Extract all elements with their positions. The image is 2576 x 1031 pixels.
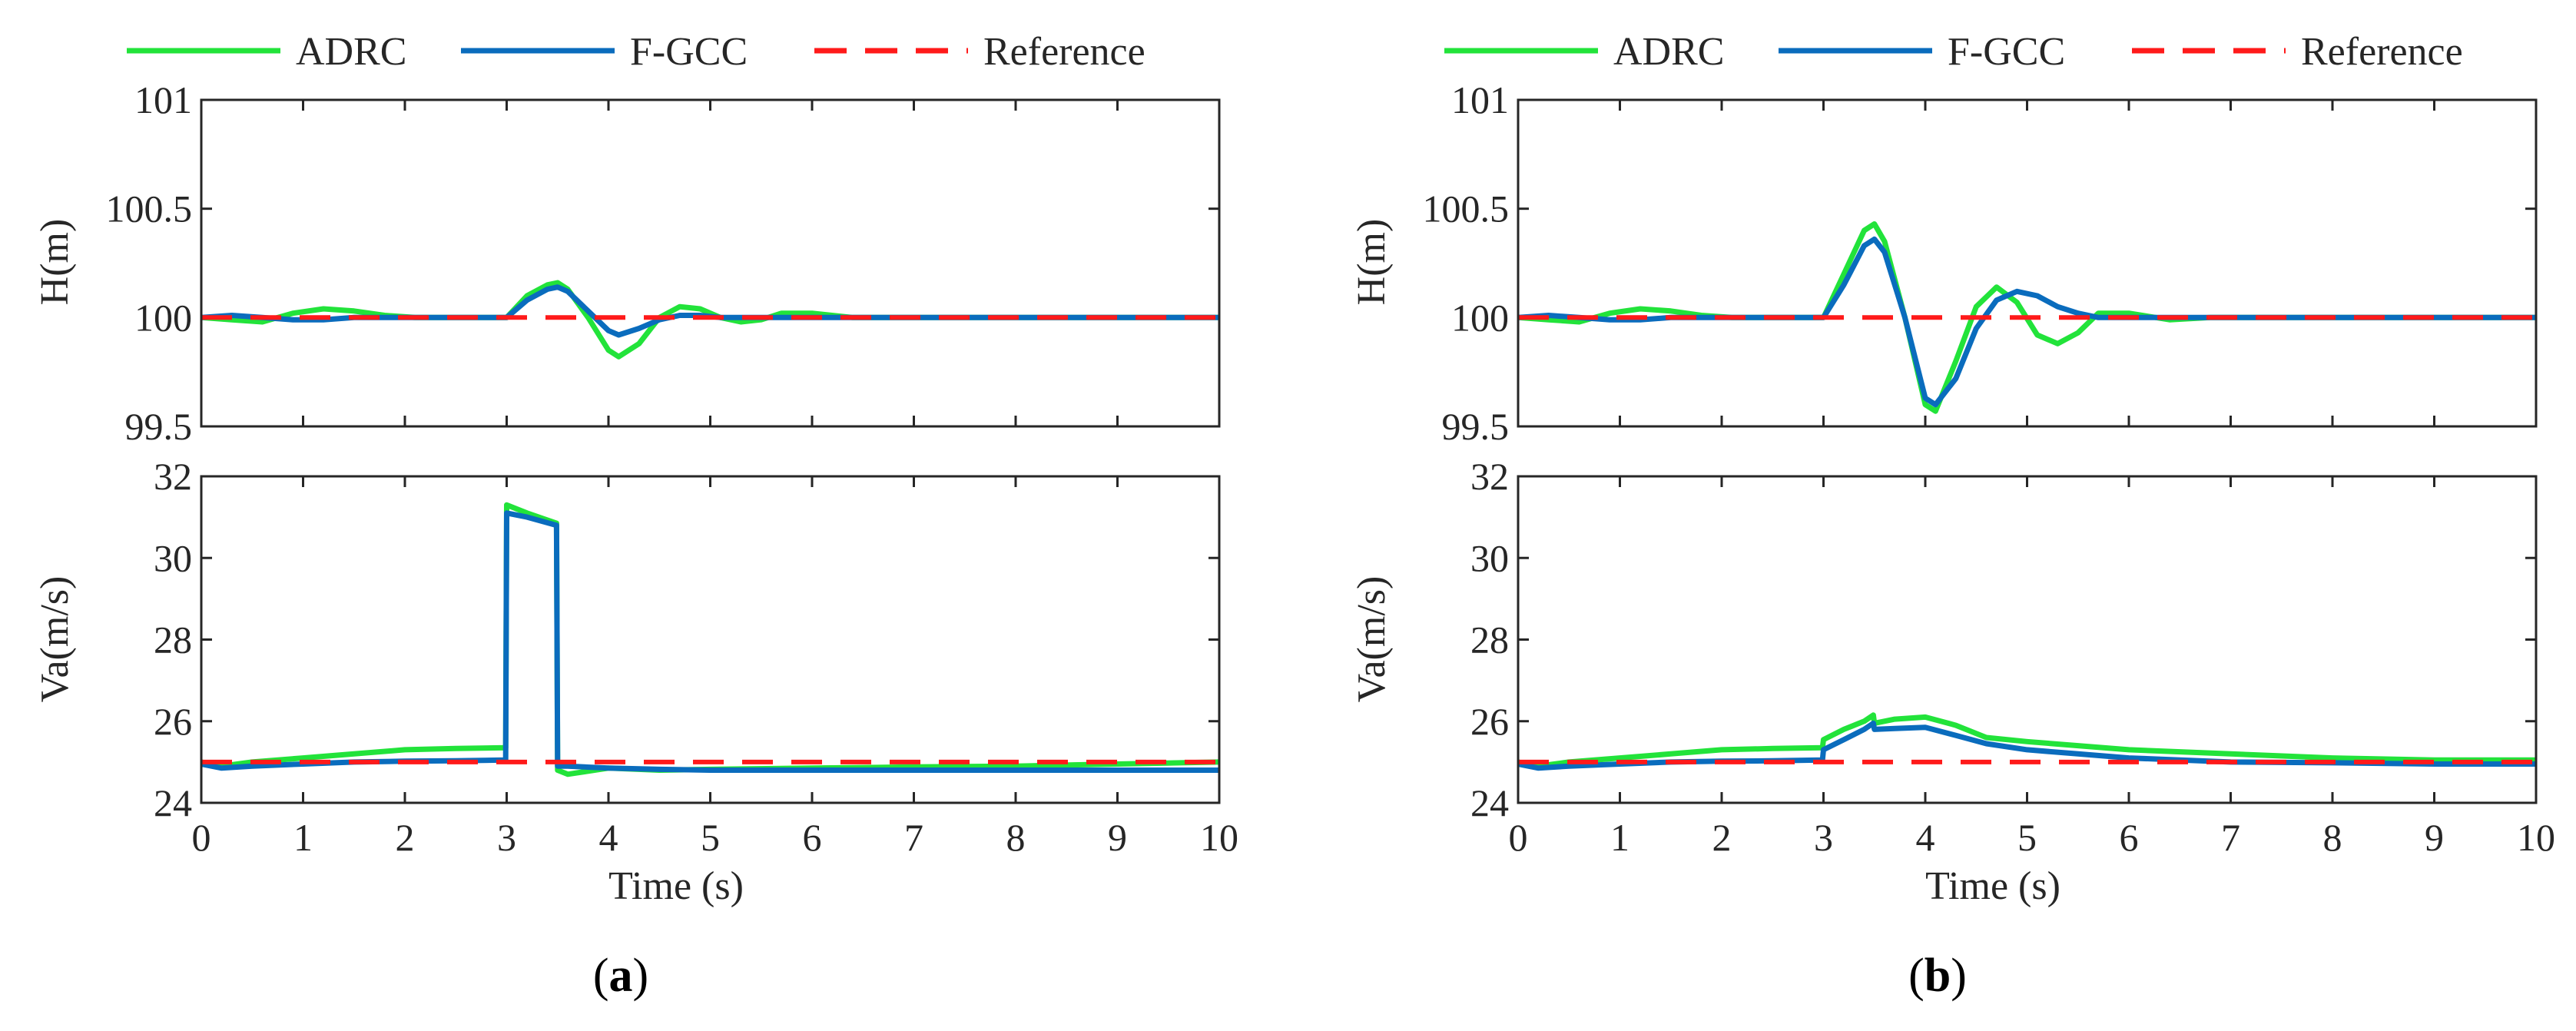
x-tick-label-b-7: 7 — [2221, 816, 2240, 859]
axes-frame-b-altitude — [1517, 98, 2538, 428]
panel-label-a: (a) — [593, 950, 648, 1002]
x-tick-label-a-10: 10 — [1200, 816, 1238, 859]
axes-a-airspeed: 24 26 28 30 32 0 1 2 3 4 5 6 7 8 9 10 — [154, 455, 1238, 859]
y-tick-label-b-altitude-1: 100 — [1451, 296, 1509, 339]
panel-label-b: (b) — [1908, 950, 1967, 1002]
x-tick-label-b-2: 2 — [1712, 816, 1732, 859]
axes-b-altitude: 99.5 100 100.5 101 — [1423, 78, 2538, 448]
x-tick-label-b-6: 6 — [2120, 816, 2139, 859]
x-tick-label-a-3: 3 — [497, 816, 516, 859]
x-tick-label-a-1: 1 — [293, 816, 313, 859]
y-label-b-airspeed: Va(m/s) — [1350, 576, 1394, 703]
y-tick-label-a-altitude-1: 100 — [134, 296, 192, 339]
x-tick-label-b-3: 3 — [1814, 816, 1833, 859]
y-tick-label-a-airspeed-1: 26 — [154, 700, 192, 743]
y-tick-label-b-altitude-2: 100.5 — [1423, 187, 1510, 230]
legend-a-adrc-label: ADRC — [296, 30, 406, 74]
plot-area-a-airspeed — [201, 502, 1219, 777]
axes-b-airspeed: 24 26 28 30 32 0 1 2 3 4 5 6 7 8 9 10 — [1470, 455, 2555, 859]
y-tick-label-b-airspeed-3: 30 — [1470, 536, 1509, 579]
y-tick-label-a-altitude-0: 99.5 — [125, 405, 193, 448]
x-tick-label-b-10: 10 — [2517, 816, 2555, 859]
x-tick-label-b-9: 9 — [2425, 816, 2444, 859]
y-tick-label-a-altitude-2: 100.5 — [106, 187, 193, 230]
legend-a-fgcc-label: F-GCC — [630, 30, 748, 74]
y-tick-label-b-altitude-3: 101 — [1451, 78, 1509, 121]
legend-b-adrc-label: ADRC — [1613, 30, 1724, 74]
y-label-b-altitude: H(m) — [1350, 219, 1394, 306]
y-tick-label-b-airspeed-4: 32 — [1470, 455, 1509, 498]
x-tick-label-a-0: 0 — [192, 816, 211, 859]
y-label-a-airspeed: Va(m/s) — [33, 576, 77, 703]
axes-frame-a-airspeed — [200, 475, 1221, 804]
legend-b: ADRC F-GCC Reference — [1444, 30, 2463, 74]
legend-b-fgcc-label: F-GCC — [1948, 30, 2065, 74]
x-tick-label-a-7: 7 — [904, 816, 923, 859]
y-tick-label-a-altitude-3: 101 — [134, 78, 192, 121]
series-adrc-b-airspeed — [1518, 712, 2536, 769]
plot-area-a-altitude — [201, 280, 1219, 360]
x-tick-label-a-5: 5 — [701, 816, 720, 859]
series-f-gcc-b-airspeed — [1518, 720, 2536, 771]
legend-b-reference-label: Reference — [2301, 30, 2463, 74]
y-label-a-altitude: H(m) — [33, 219, 77, 306]
x-tick-label-a-6: 6 — [803, 816, 822, 859]
y-tick-label-b-airspeed-0: 24 — [1470, 781, 1509, 824]
y-tick-label-b-airspeed-1: 26 — [1470, 700, 1509, 743]
y-tick-label-a-airspeed-3: 30 — [154, 536, 192, 579]
y-tick-label-b-airspeed-2: 28 — [1470, 618, 1509, 661]
x-tick-label-b-0: 0 — [1509, 816, 1528, 859]
legend-a-reference-label: Reference — [983, 30, 1145, 74]
x-label-a: Time (s) — [608, 864, 744, 908]
axes-a-altitude: 99.5 100 100.5 101 — [106, 78, 1221, 448]
x-tick-label-a-4: 4 — [599, 816, 618, 859]
axes-frame-b-airspeed — [1517, 475, 2538, 804]
plot-area-b-airspeed — [1518, 712, 2536, 771]
x-tick-label-b-8: 8 — [2323, 816, 2342, 859]
y-tick-label-a-airspeed-2: 28 — [154, 618, 192, 661]
x-tick-label-a-2: 2 — [396, 816, 415, 859]
x-label-b: Time (s) — [1925, 864, 2060, 908]
x-tick-label-b-1: 1 — [1610, 816, 1629, 859]
y-tick-label-b-altitude-0: 99.5 — [1442, 405, 1510, 448]
x-tick-label-b-4: 4 — [1916, 816, 1935, 859]
x-tick-label-b-5: 5 — [2017, 816, 2037, 859]
plot-area-b-altitude — [1518, 221, 2536, 414]
legend-a: ADRC F-GCC Reference — [127, 30, 1145, 74]
x-tick-label-a-8: 8 — [1006, 816, 1026, 859]
y-tick-label-a-airspeed-4: 32 — [154, 455, 192, 498]
y-tick-label-a-airspeed-0: 24 — [154, 781, 192, 824]
axes-frame-a-altitude — [200, 98, 1221, 428]
x-tick-label-a-9: 9 — [1108, 816, 1127, 859]
